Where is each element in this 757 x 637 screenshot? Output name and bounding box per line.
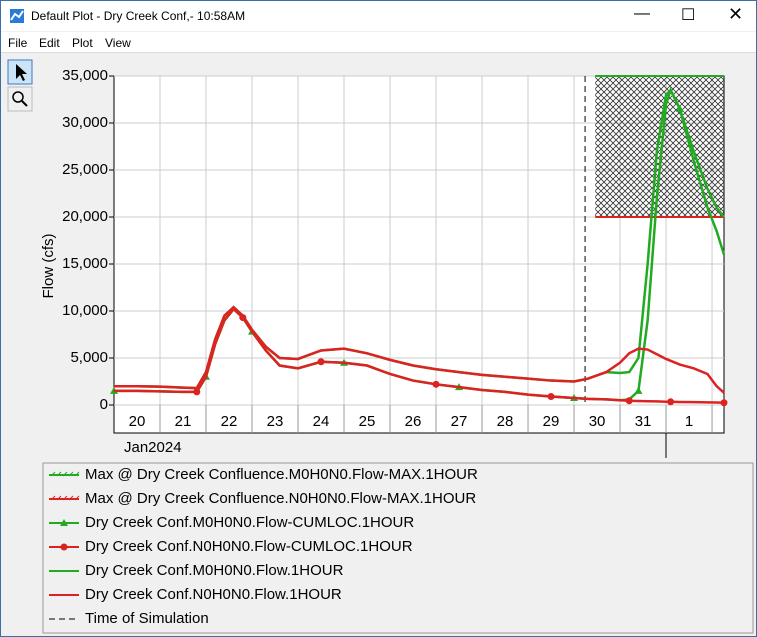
legend-swatch <box>50 495 56 501</box>
x-tick-label: 28 <box>497 413 514 430</box>
close[interactable]: ✕ <box>728 4 744 24</box>
legend-swatch <box>50 471 56 477</box>
menu-item[interactable]: File <box>8 36 28 50</box>
x-tick-label: 22 <box>221 413 238 430</box>
menu-item[interactable]: Plot <box>72 36 93 50</box>
series-line <box>114 305 725 394</box>
title-bar: Default Plot - Dry Creek Conf,- 10:58AM … <box>1 1 756 31</box>
legend-swatch <box>56 495 62 501</box>
y-tick-label: 25,000 <box>62 161 108 178</box>
minimize[interactable]: — <box>634 5 650 22</box>
series-line <box>114 307 725 404</box>
menu-item[interactable]: Edit <box>39 36 60 50</box>
legend-swatch <box>68 471 74 477</box>
legend-swatch <box>60 519 68 526</box>
legend-swatch <box>74 495 80 501</box>
legend-swatch <box>56 471 62 477</box>
legend-swatch <box>68 495 74 501</box>
x-tick-label: 23 <box>267 413 284 430</box>
chart: Flow (cfs) Jan2024 0 5,000 10,000 15,000 20,… <box>7 59 754 634</box>
marker <box>193 388 201 396</box>
marker <box>720 399 728 407</box>
legend-label: Max @ Dry Creek Confluence.M0H0N0.Flow-M… <box>85 466 478 483</box>
marker <box>432 380 440 388</box>
y-tick-label: 15,000 <box>62 255 108 272</box>
x-tick-label: 31 <box>635 413 652 430</box>
x-tick-label: 27 <box>451 413 468 430</box>
y-tick-label: 35,000 <box>62 67 108 84</box>
x-tick-label: 21 <box>175 413 192 430</box>
legend-label: Dry Creek Conf.N0H0N0.Flow.1HOUR <box>85 586 342 603</box>
x-tick-label: 30 <box>589 413 606 430</box>
legend-swatch <box>60 543 68 551</box>
x-tick-label: 24 <box>313 413 330 430</box>
y-tick-label: 5,000 <box>70 349 108 366</box>
legend-label: Max @ Dry Creek Confluence.N0H0N0.Flow-M… <box>85 490 476 507</box>
y-tick-label: 20,000 <box>62 208 108 225</box>
x-tick-label: 1 <box>685 413 693 430</box>
marker <box>667 398 675 406</box>
legend <box>42 462 754 634</box>
app-icon <box>10 9 24 23</box>
legend-swatch <box>62 471 68 477</box>
x-tick-label: 25 <box>359 413 376 430</box>
marker <box>634 386 643 394</box>
x-tick-label: 26 <box>405 413 422 430</box>
menu-item[interactable]: View <box>105 36 131 50</box>
legend-swatch <box>62 495 68 501</box>
legend-label: Dry Creek Conf.M0H0N0.Flow.1HOUR <box>85 562 344 579</box>
zoom-tool[interactable] <box>7 86 33 112</box>
y-tick-label: 0 <box>100 396 108 413</box>
legend-label: Time of Simulation <box>85 610 209 627</box>
zoom-icon <box>21 100 28 107</box>
legend-label: Dry Creek Conf.N0H0N0.Flow-CUMLOC.1HOUR <box>85 538 413 555</box>
x-axis-band <box>113 404 725 434</box>
marker <box>317 358 325 366</box>
zoom-icon <box>12 91 24 103</box>
x-tick-label: 20 <box>129 413 146 430</box>
pointer-icon <box>16 64 27 81</box>
marker <box>625 397 633 405</box>
x-tick-label: 29 <box>543 413 560 430</box>
legend-label: Dry Creek Conf.M0H0N0.Flow-CUMLOC.1HOUR <box>85 514 414 531</box>
maximize[interactable]: ☐ <box>681 7 696 24</box>
y-axis-label: Flow (cfs) <box>40 234 57 299</box>
window-title: Default Plot - Dry Creek Conf,- 10:58AM <box>31 9 246 23</box>
y-tick-label: 10,000 <box>62 302 108 319</box>
x-axis-label: Jan2024 <box>124 439 182 456</box>
marker <box>547 393 555 401</box>
menu-bar: File Edit Plot View <box>1 32 756 53</box>
y-tick-label: 30,000 <box>62 114 108 131</box>
legend-swatch <box>74 471 80 477</box>
